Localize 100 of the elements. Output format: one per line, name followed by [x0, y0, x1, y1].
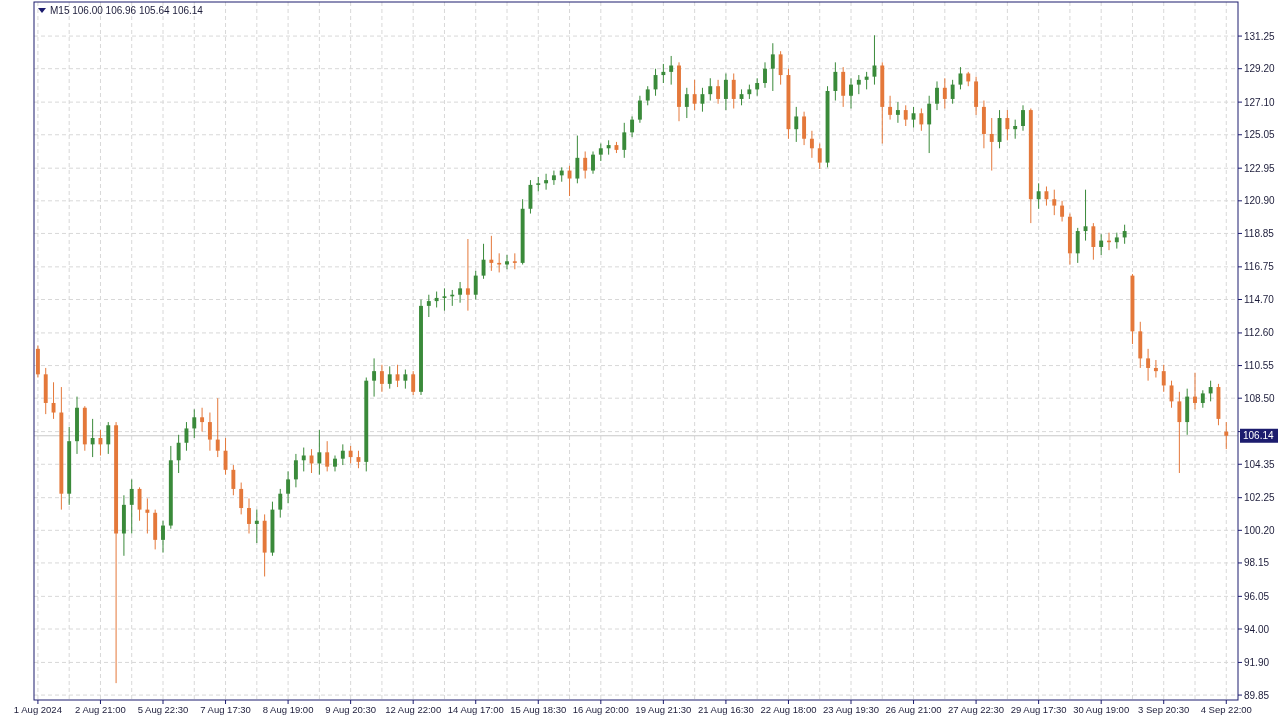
candlestick [692, 79, 697, 111]
candlestick [372, 357, 377, 398]
x-tick-label: 3 Sep 20:30 [1138, 704, 1190, 715]
candlestick [856, 74, 861, 95]
candlestick [106, 421, 111, 455]
y-tick-label: 102.25 [1244, 492, 1276, 504]
candlestick [387, 365, 392, 390]
candlestick [192, 408, 197, 439]
candlestick [630, 115, 635, 138]
x-tick-label: 30 Aug 19:00 [1073, 704, 1130, 715]
candlestick [340, 443, 345, 466]
candlestick [1161, 364, 1166, 393]
y-tick-label: 110.55 [1244, 360, 1275, 372]
candlestick [637, 95, 642, 124]
candlestick [379, 364, 384, 393]
candlestick [551, 170, 556, 186]
candlestick [161, 520, 165, 554]
candlestick [1224, 421, 1229, 450]
x-tick-label: 4 Sep 22:00 [1200, 704, 1252, 715]
y-tick-label: 125.05 [1244, 129, 1276, 141]
candlestick [1021, 104, 1025, 132]
candlestick [1169, 380, 1174, 409]
candlestick [927, 95, 932, 154]
candlestick [661, 63, 666, 84]
candlestick [723, 72, 728, 111]
x-tick-label: 19 Aug 21:30 [635, 704, 692, 715]
candlestick [1083, 189, 1088, 242]
candlestick [247, 497, 251, 534]
candlestick [481, 243, 486, 280]
y-tick-label: 98.15 [1244, 557, 1270, 569]
candlestick [716, 79, 721, 105]
candlestick [731, 72, 736, 109]
x-tick-label: 27 Aug 22:30 [948, 704, 1005, 715]
candlestick [1060, 200, 1065, 223]
candlestick [817, 143, 822, 170]
candlestick [325, 440, 330, 472]
candlestick [215, 397, 220, 458]
candlestick [684, 87, 689, 119]
candlestick [919, 107, 924, 132]
candlestick [1036, 182, 1041, 210]
candlestick [317, 429, 322, 476]
candlestick [997, 109, 1002, 149]
candlestick [223, 437, 228, 476]
x-tick-label: 23 Aug 19:30 [823, 704, 879, 715]
candlestick [90, 418, 95, 458]
y-tick-label: 112.60 [1244, 327, 1275, 339]
x-tick-label: 5 Aug 22:30 [137, 704, 189, 715]
candlestick [1122, 224, 1127, 245]
candlestick [309, 448, 314, 474]
y-tick-label: 122.95 [1244, 162, 1276, 174]
candlestick [591, 150, 595, 175]
candlestick [505, 254, 509, 270]
candlestick [903, 104, 908, 127]
x-tick-label: 26 Aug 21:00 [885, 704, 942, 715]
x-tick-label: 12 Aug 22:00 [385, 704, 442, 715]
chart-title: M15 106.00 106.96 105.64 106.14 [50, 5, 204, 16]
candlestick [849, 77, 853, 109]
y-tick-label: 91.90 [1244, 656, 1270, 668]
candlestick [1005, 109, 1010, 141]
y-tick-label: 100.20 [1244, 524, 1276, 536]
x-tick-label: 9 Aug 20:30 [325, 704, 376, 715]
y-tick-label: 131.25 [1244, 30, 1276, 42]
y-tick-label: 114.70 [1244, 294, 1275, 306]
candlestick [1091, 222, 1096, 261]
x-tick-label: 1 Aug 2024 [13, 704, 62, 715]
candlestick [645, 85, 650, 106]
y-tick-label: 120.90 [1244, 195, 1276, 207]
candlestick [1177, 391, 1182, 474]
x-tick-label: 14 Aug 17:00 [447, 704, 504, 715]
candlestick [489, 235, 494, 272]
ref-line-label: 106.14 [1243, 430, 1275, 442]
candlestick [200, 407, 205, 433]
candlestick [1193, 372, 1197, 410]
candlestick [239, 482, 244, 515]
candlestick [763, 61, 767, 89]
candlestick [770, 42, 775, 92]
candlestick [1153, 359, 1158, 378]
candlestick [465, 238, 470, 312]
candlestick [1146, 348, 1151, 382]
candlestick [207, 412, 212, 452]
candlestick [51, 381, 56, 420]
candlestick [669, 55, 674, 86]
y-tick-label: 127.10 [1244, 96, 1276, 108]
candlestick [403, 369, 408, 390]
candlestick [254, 509, 259, 544]
candlestick [426, 294, 431, 318]
candlestick [145, 497, 150, 534]
y-tick-label: 108.50 [1244, 392, 1276, 404]
candlestick [458, 281, 463, 304]
candlestick [544, 173, 549, 191]
y-tick-label: 104.35 [1244, 458, 1276, 470]
candlestick [137, 486, 142, 522]
x-tick-label: 29 Aug 17:30 [1010, 704, 1067, 715]
candlestick [278, 488, 283, 519]
x-tick-label: 2 Aug 21:00 [75, 704, 126, 715]
x-tick-label: 7 Aug 17:30 [200, 704, 251, 715]
candlestick [1013, 119, 1018, 140]
candlestick [895, 101, 900, 124]
candlestick [293, 453, 298, 488]
candlestick [231, 464, 236, 496]
